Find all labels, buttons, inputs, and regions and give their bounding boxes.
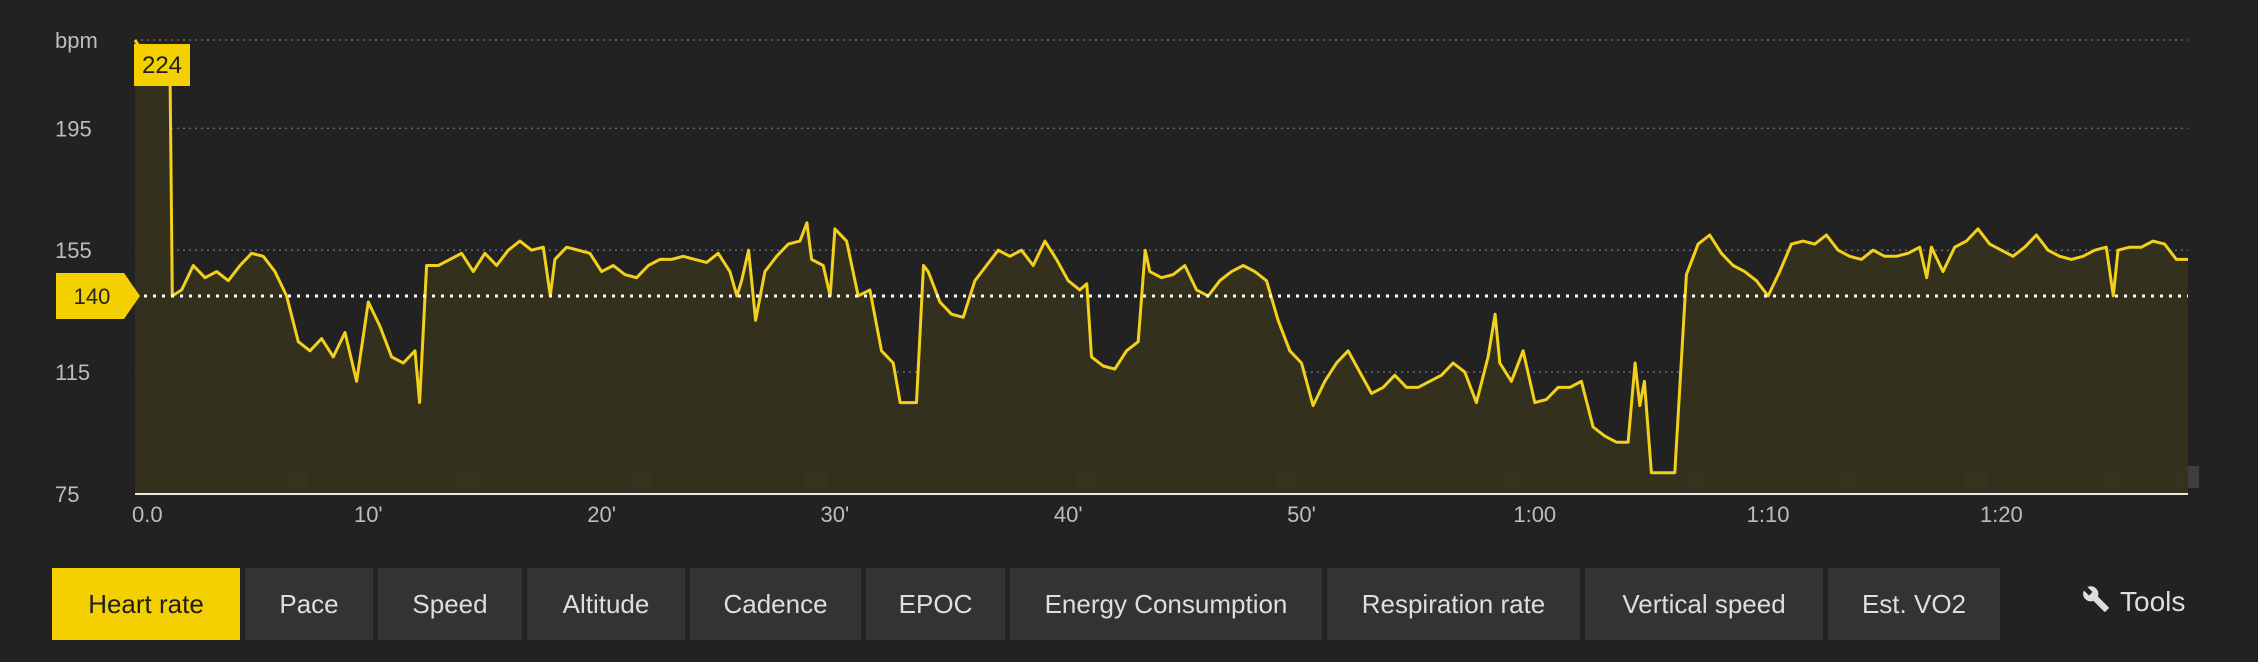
tab-respiration-rate[interactable]: Respiration rate xyxy=(1327,568,1580,640)
tools-label: Tools xyxy=(2120,586,2186,617)
x-tick-label: 20' xyxy=(587,502,616,527)
x-tick-label: 1:10 xyxy=(1747,502,1790,527)
y-tick-label: 155 xyxy=(55,238,92,263)
tab-energy-consumption[interactable]: Energy Consumption xyxy=(1010,568,1322,640)
y-tick-label: 115 xyxy=(55,360,90,385)
tab-est-vo2[interactable]: Est. VO2 xyxy=(1828,568,2000,640)
average-badge-shape xyxy=(56,272,140,319)
max-badge: 224 xyxy=(134,44,190,86)
heart-rate-area xyxy=(135,40,2188,494)
tools-button[interactable]: Tools xyxy=(2082,582,2185,622)
average-badge: 140 xyxy=(56,272,140,319)
heart-rate-chart[interactable]: 75 115 155 195 0.0 10' 20' 30' 40' 50' 1:00 1:10 1:… xyxy=(0,0,2258,540)
x-tick-label: 30' xyxy=(821,502,850,527)
metric-tabs: Heart rate Pace Speed Altitude Cadence EPOC En… xyxy=(52,568,2000,640)
x-tick-label: 1:00 xyxy=(1513,502,1556,527)
x-tick-label: 40' xyxy=(1054,502,1083,527)
tab-altitude[interactable]: Altitude xyxy=(527,568,685,640)
y-tick-label: 195 xyxy=(55,116,92,141)
tab-pace[interactable]: Pace xyxy=(245,568,373,640)
x-tick-label: 50' xyxy=(1287,502,1316,527)
tab-heart-rate[interactable]: Heart rate xyxy=(52,568,240,640)
y-axis-ticks: 75 115 155 195 xyxy=(55,116,92,507)
max-badge-box xyxy=(134,44,190,86)
tab-speed[interactable]: Speed xyxy=(378,568,522,640)
x-tick-label: 1:20 xyxy=(1980,502,2023,527)
tab-epoc[interactable]: EPOC xyxy=(866,568,1005,640)
tab-cadence[interactable]: Cadence xyxy=(690,568,861,640)
max-value-label: 224 xyxy=(142,52,182,79)
y-tick-label: 75 xyxy=(55,482,79,507)
y-axis-label: bpm xyxy=(55,28,98,53)
x-axis-ticks: 0.0 10' 20' 30' 40' 50' 1:00 1:10 1:20 xyxy=(132,502,2023,527)
wrench-icon xyxy=(2082,585,2110,620)
average-value-label: 140 xyxy=(74,284,111,309)
heart-rate-line xyxy=(133,39,2188,475)
tab-vertical-speed[interactable]: Vertical speed xyxy=(1585,568,1823,640)
x-tick-label: 0.0 xyxy=(132,502,163,527)
x-tick-label: 10' xyxy=(354,502,383,527)
